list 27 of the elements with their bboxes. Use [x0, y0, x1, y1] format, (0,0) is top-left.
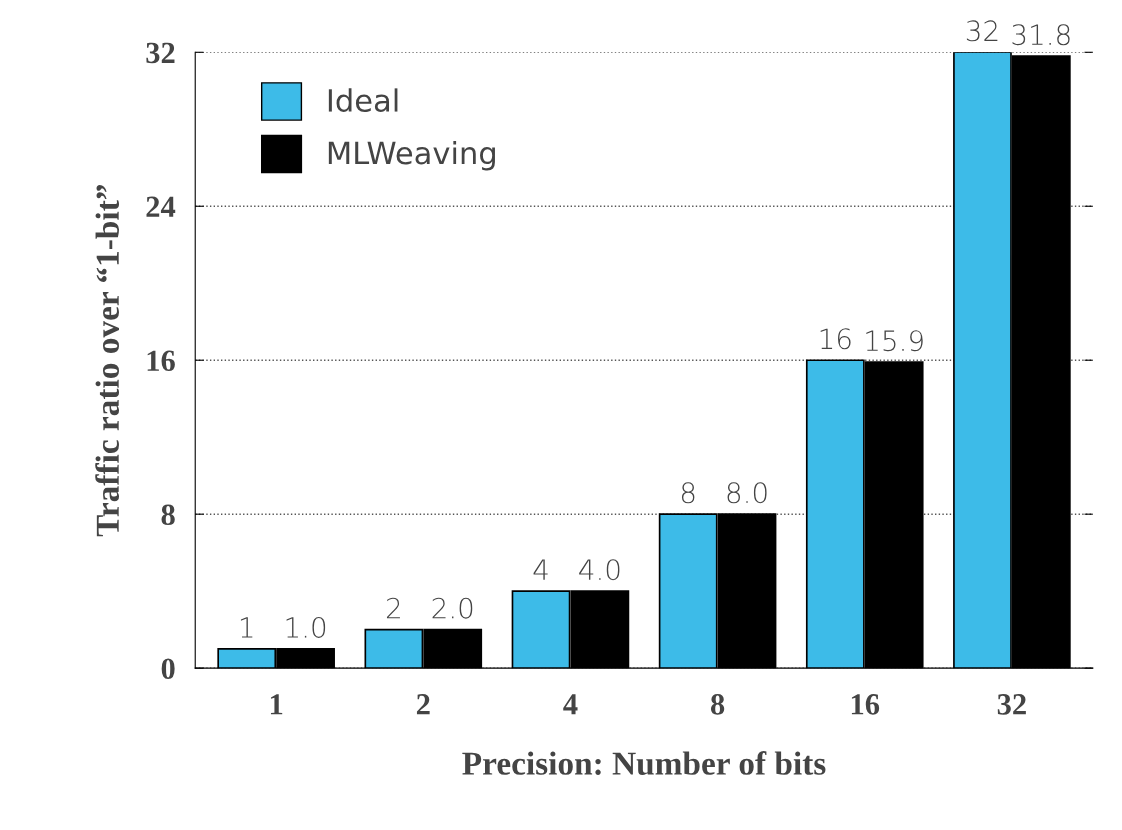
- y-tick-label: 0: [161, 658, 175, 680]
- data-label: 1.0: [286, 616, 326, 638]
- data-label: 2: [386, 597, 400, 619]
- y-axis-title: Traffic ratio over “1-bit”: [95, 185, 120, 537]
- x-tick-label: 1: [270, 694, 283, 715]
- data-label: 2.0: [432, 597, 473, 619]
- data-label: 31.8: [1012, 24, 1070, 46]
- data-label: 32: [966, 20, 998, 42]
- data-label: 4.0: [579, 559, 620, 581]
- x-tick-label: 8: [710, 694, 725, 715]
- x-tick-label: 4: [563, 694, 578, 715]
- y-tick-label: 8: [161, 504, 175, 526]
- y-tick-label: 16: [147, 350, 175, 372]
- data-label: 1: [240, 617, 253, 638]
- x-axis-title: Precision: Number of bits: [462, 751, 826, 776]
- data-label: 15.9: [866, 330, 923, 352]
- legend-label: MLWeaving: [328, 140, 495, 171]
- x-tick-label: 16: [851, 694, 880, 715]
- y-tick-label: 24: [146, 196, 176, 217]
- data-label: 16: [820, 328, 851, 350]
- x-tick-label: 32: [997, 694, 1026, 715]
- x-tick-label: 2: [416, 694, 430, 715]
- data-label: 8.0: [727, 482, 767, 504]
- y-tick-label: 32: [146, 42, 175, 64]
- legend-label: Ideal: [328, 88, 398, 112]
- data-label: 4: [533, 559, 548, 580]
- data-label: 8: [681, 482, 695, 504]
